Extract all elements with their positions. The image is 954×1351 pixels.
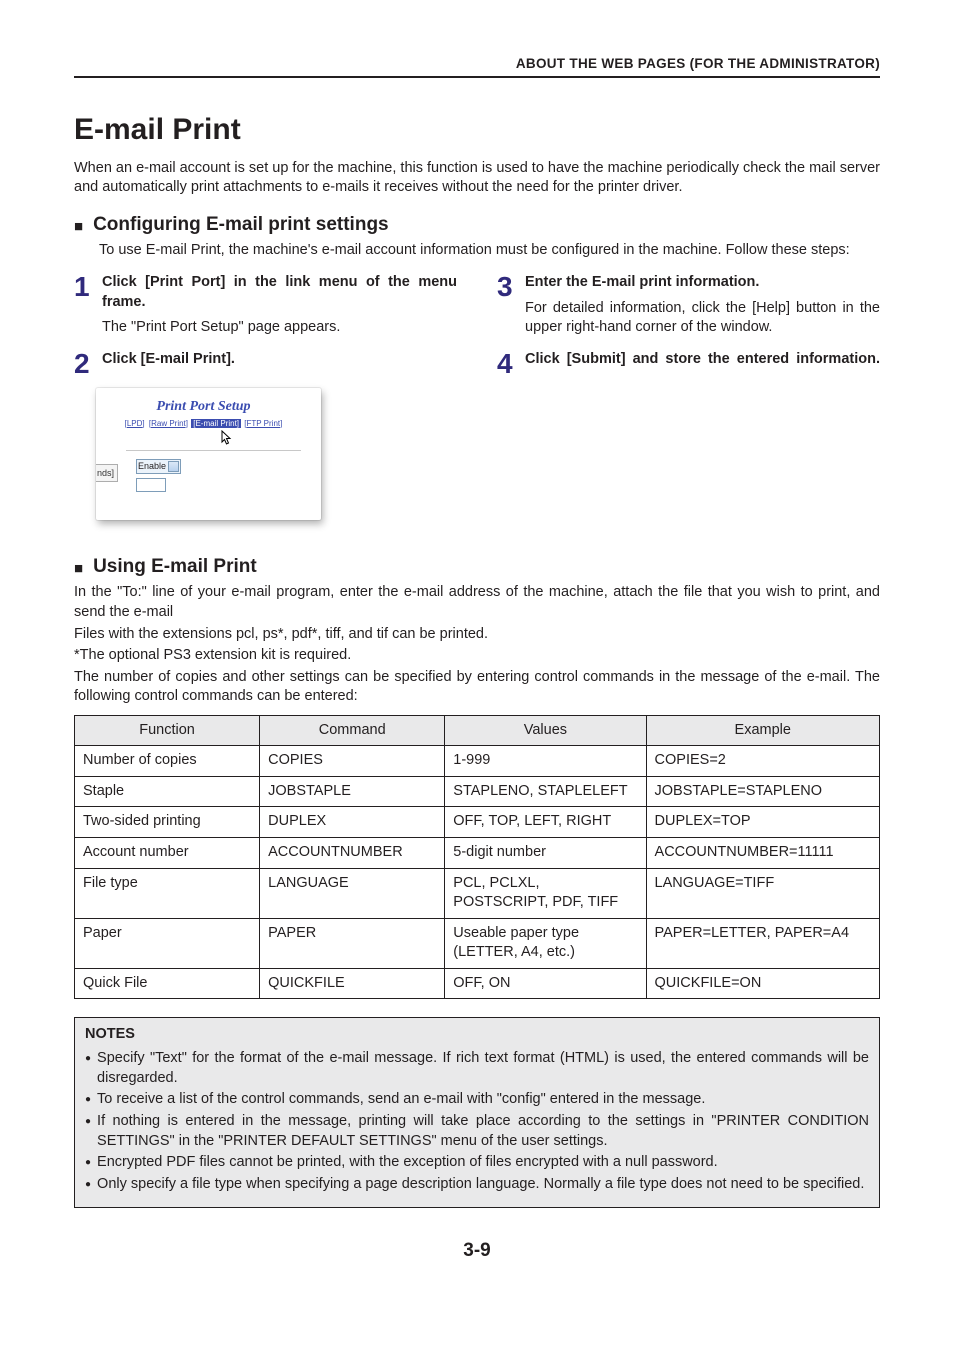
using-p3: *The optional PS3 extension kit is requi…	[74, 646, 880, 666]
table-cell: File type	[75, 868, 260, 918]
th-function: Function	[75, 715, 260, 746]
table-cell: OFF, ON	[445, 968, 646, 999]
notes-list: Specify "Text" for the format of the e-m…	[85, 1049, 869, 1195]
notes-item: If nothing is entered in the message, pr…	[85, 1112, 869, 1151]
table-cell: Account number	[75, 838, 260, 869]
table-cell: PAPER=LETTER, PAPER=A4	[646, 918, 879, 968]
step-3: 3 Enter the E-mail print information. Fo…	[497, 273, 880, 338]
th-example: Example	[646, 715, 879, 746]
page-number: 3-9	[74, 1238, 880, 1264]
table-cell: PCL, PCLXL, POSTSCRIPT, PDF, TIFF	[445, 868, 646, 918]
steps-left: 1 Click [Print Port] in the link menu of…	[74, 273, 457, 520]
table-cell: LANGUAGE=TIFF	[646, 868, 879, 918]
page-title: E-mail Print	[74, 110, 880, 151]
table-cell: JOBSTAPLE	[260, 776, 445, 807]
square-bullet-icon: ■	[74, 561, 83, 576]
raw-link[interactable]: [Raw Print]	[149, 419, 188, 428]
enable-select[interactable]: Enable	[136, 459, 181, 473]
table-cell: OFF, TOP, LEFT, RIGHT	[445, 807, 646, 838]
square-bullet-icon: ■	[74, 219, 83, 234]
table-cell: 1-999	[445, 746, 646, 777]
using-p2: Files with the extensions pcl, ps*, pdf*…	[74, 625, 880, 645]
table-cell: ACCOUNTNUMBER	[260, 838, 445, 869]
th-command: Command	[260, 715, 445, 746]
table-cell: Two-sided printing	[75, 807, 260, 838]
step-4-number: 4	[497, 350, 517, 378]
page: ABOUT THE WEB PAGES (FOR THE ADMINISTRAT…	[0, 0, 954, 1304]
commands-table: Function Command Values Example Number o…	[74, 715, 880, 1000]
cursor-icon	[219, 430, 233, 446]
table-row: PaperPAPERUseable paper type (LETTER, A4…	[75, 918, 880, 968]
table-cell: DUPLEX=TOP	[646, 807, 879, 838]
table-row: Account numberACCOUNTNUMBER5-digit numbe…	[75, 838, 880, 869]
table-cell: Quick File	[75, 968, 260, 999]
print-port-screenshot: Print Port Setup [LPD] [Raw Print] [E-ma…	[96, 388, 321, 520]
step-1-desc: The "Print Port Setup" page appears.	[102, 318, 457, 338]
section-using-title: Using E-mail Print	[93, 554, 257, 580]
th-values: Values	[445, 715, 646, 746]
rule	[74, 76, 880, 78]
step-2-title: Click [E-mail Print].	[102, 350, 457, 370]
section-configure-heading: ■ Configuring E-mail print settings	[74, 212, 880, 238]
step-4: 4 Click [Submit] and store the entered i…	[497, 350, 880, 378]
notes-item: Only specify a file type when specifying…	[85, 1175, 869, 1195]
notes-item: Specify "Text" for the format of the e-m…	[85, 1049, 869, 1088]
step-4-title: Click [Submit] and store the entered inf…	[525, 350, 880, 370]
table-row: Number of copiesCOPIES1-999COPIES=2	[75, 746, 880, 777]
table-row: Quick FileQUICKFILEOFF, ONQUICKFILE=ON	[75, 968, 880, 999]
step-1-title: Click [Print Port] in the link menu of t…	[102, 273, 457, 312]
screenshot-links: [LPD] [Raw Print] [E-mail Print] [FTP Pr…	[96, 419, 311, 447]
notes-box: NOTES Specify "Text" for the format of t…	[74, 1017, 880, 1208]
table-cell: Useable paper type (LETTER, A4, etc.)	[445, 918, 646, 968]
commands-tbody: Number of copiesCOPIES1-999COPIES=2Stapl…	[75, 746, 880, 999]
table-cell: LANGUAGE	[260, 868, 445, 918]
notes-heading: NOTES	[85, 1025, 869, 1045]
table-cell: QUICKFILE=ON	[646, 968, 879, 999]
table-cell: Number of copies	[75, 746, 260, 777]
email-link[interactable]: [E-mail Print]	[191, 419, 241, 428]
using-p4: The number of copies and other settings …	[74, 668, 880, 707]
table-cell: JOBSTAPLE=STAPLENO	[646, 776, 879, 807]
table-cell: ACCOUNTNUMBER=11111	[646, 838, 879, 869]
table-header-row: Function Command Values Example	[75, 715, 880, 746]
screenshot-rule	[126, 450, 301, 451]
table-cell: PAPER	[260, 918, 445, 968]
configure-sub: To use E-mail Print, the machine's e-mai…	[99, 241, 880, 261]
screenshot-input[interactable]	[136, 478, 166, 492]
step-2-number: 2	[74, 350, 94, 378]
table-cell: Staple	[75, 776, 260, 807]
step-3-number: 3	[497, 273, 517, 338]
steps-right: 3 Enter the E-mail print information. Fo…	[497, 273, 880, 520]
nds-label: nds]	[96, 464, 118, 482]
section-configure-title: Configuring E-mail print settings	[93, 212, 389, 238]
table-cell: COPIES	[260, 746, 445, 777]
table-cell: STAPLENO, STAPLELEFT	[445, 776, 646, 807]
step-2: 2 Click [E-mail Print].	[74, 350, 457, 378]
using-intro: In the "To:" line of your e-mail program…	[74, 583, 880, 706]
using-p1: In the "To:" line of your e-mail program…	[74, 583, 880, 622]
lpd-link[interactable]: [LPD]	[125, 419, 145, 428]
table-cell: COPIES=2	[646, 746, 879, 777]
table-row: Two-sided printingDUPLEXOFF, TOP, LEFT, …	[75, 807, 880, 838]
table-row: File typeLANGUAGEPCL, PCLXL, POSTSCRIPT,…	[75, 868, 880, 918]
section-using-heading: ■ Using E-mail Print	[74, 554, 880, 580]
step-3-desc: For detailed information, click the [Hel…	[525, 299, 880, 338]
table-cell: QUICKFILE	[260, 968, 445, 999]
steps-columns: 1 Click [Print Port] in the link menu of…	[74, 273, 880, 520]
table-cell: DUPLEX	[260, 807, 445, 838]
step-1-number: 1	[74, 273, 94, 338]
table-cell: Paper	[75, 918, 260, 968]
table-row: StapleJOBSTAPLESTAPLENO, STAPLELEFTJOBST…	[75, 776, 880, 807]
notes-item: Encrypted PDF files cannot be printed, w…	[85, 1153, 869, 1173]
screenshot-title: Print Port Setup	[96, 398, 311, 417]
step-3-title: Enter the E-mail print information.	[525, 273, 880, 293]
section-header: ABOUT THE WEB PAGES (FOR THE ADMINISTRAT…	[74, 55, 880, 73]
table-cell: 5-digit number	[445, 838, 646, 869]
intro-text: When an e-mail account is set up for the…	[74, 159, 880, 198]
ftp-link[interactable]: [FTP Print]	[244, 419, 282, 428]
notes-item: To receive a list of the control command…	[85, 1090, 869, 1110]
step-1: 1 Click [Print Port] in the link menu of…	[74, 273, 457, 338]
